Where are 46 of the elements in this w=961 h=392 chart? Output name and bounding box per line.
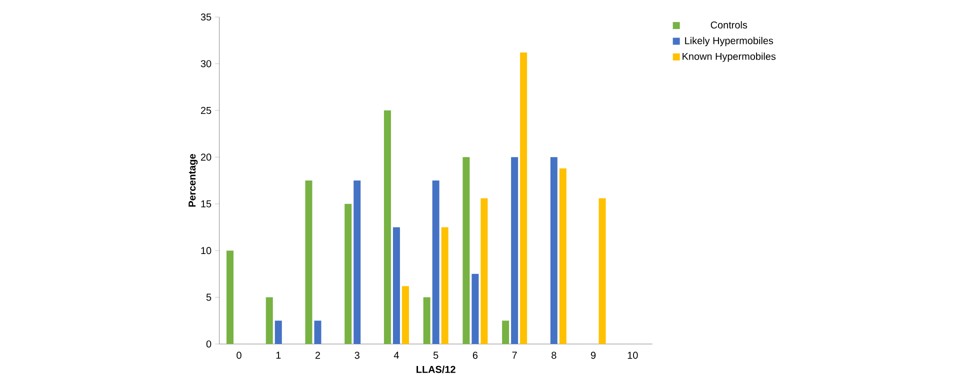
bar (344, 204, 352, 344)
x-axis-title: LLAS/12 (416, 366, 456, 374)
y-tick-label: 35 (200, 13, 212, 21)
y-axis-title: Percentage (188, 154, 198, 207)
bar (392, 227, 400, 344)
bar (502, 320, 510, 344)
y-tick-label: 20 (200, 154, 212, 161)
x-tick-label: 10 (628, 352, 638, 359)
x-tick-label: 4 (394, 352, 399, 359)
y-tick-label: 15 (201, 200, 212, 208)
bar (462, 157, 470, 344)
x-tick-label: 6 (472, 352, 478, 359)
bar (266, 297, 273, 344)
bar (314, 320, 322, 344)
text: Controls (710, 21, 748, 28)
bar (441, 227, 448, 344)
legend-label: Likely Hypermobiles (685, 36, 774, 46)
y-tick-label: 30 (200, 60, 212, 68)
x-tick-label: 9 (590, 352, 596, 359)
y-tick-label: 0 (206, 340, 212, 348)
bar (423, 297, 430, 344)
bar (550, 157, 558, 344)
x-tick-label: 1 (276, 352, 281, 359)
bar (520, 52, 528, 344)
bar (402, 286, 409, 344)
x-tick-label: 3 (354, 352, 360, 359)
bar (226, 250, 234, 344)
y-tick-label: 10 (201, 247, 212, 254)
bar (480, 198, 488, 344)
bar (274, 320, 282, 344)
x-tick-label: 7 (512, 352, 517, 359)
bar (472, 274, 479, 344)
y-tick-label: 5 (206, 294, 212, 301)
bar (305, 180, 312, 344)
bar (432, 180, 440, 344)
bar (559, 168, 566, 344)
x-tick-label: 8 (552, 352, 556, 359)
bar (354, 180, 361, 344)
bar (384, 110, 391, 344)
y-tick-label: 25 (200, 106, 212, 114)
legend-label: Known Hypermobiles (682, 52, 776, 62)
bar (511, 157, 518, 344)
x-tick-label: 5 (433, 352, 438, 359)
x-tick-label: 2 (315, 352, 320, 359)
x-tick-label: 0 (236, 352, 242, 359)
bar (598, 198, 606, 344)
